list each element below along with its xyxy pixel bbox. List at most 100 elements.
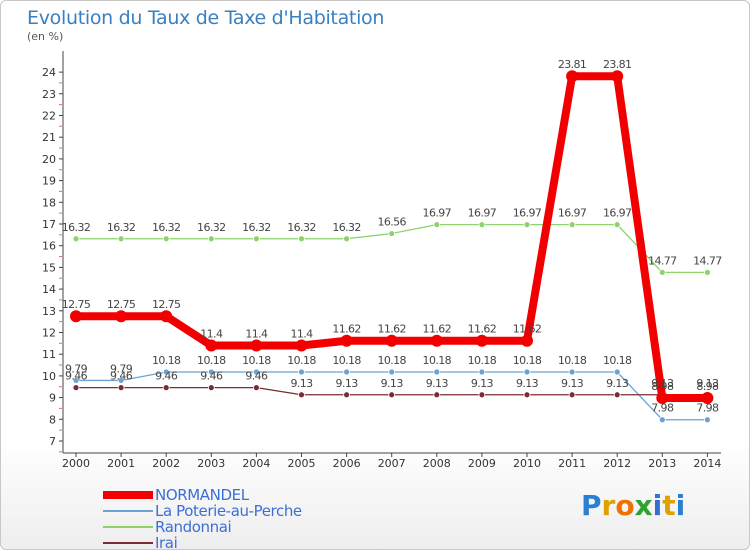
series-la-poterie-au-perche bbox=[72, 368, 711, 424]
data-point bbox=[207, 384, 215, 392]
data-label: 11.62 bbox=[377, 323, 406, 336]
data-label: 12.75 bbox=[62, 298, 91, 311]
x-tick-label: 2011 bbox=[558, 457, 586, 470]
logo-letter: o bbox=[615, 489, 635, 522]
data-label: 16.97 bbox=[603, 207, 632, 220]
data-label: 9.46 bbox=[65, 370, 88, 383]
data-point bbox=[523, 221, 531, 229]
data-point bbox=[658, 268, 666, 276]
data-point bbox=[568, 221, 576, 229]
data-label: 16.32 bbox=[107, 221, 136, 234]
data-point bbox=[656, 392, 669, 405]
series-layer bbox=[70, 70, 714, 424]
x-tick-label: 2014 bbox=[693, 457, 721, 470]
y-tick-label: 16 bbox=[42, 240, 56, 253]
data-point bbox=[478, 368, 486, 376]
legend-swatch bbox=[103, 510, 153, 512]
data-label: 9.79 bbox=[65, 362, 88, 375]
legend-swatch bbox=[103, 491, 153, 499]
logo-letter: x bbox=[634, 489, 653, 522]
logo-letter: t bbox=[662, 489, 676, 522]
data-point bbox=[70, 310, 82, 323]
data-label: 16.32 bbox=[332, 221, 361, 234]
y-tick-label: 21 bbox=[42, 131, 56, 144]
data-label: 23.81 bbox=[558, 58, 587, 71]
data-point bbox=[523, 368, 531, 376]
data-point bbox=[658, 416, 666, 424]
data-label: 9.13 bbox=[651, 377, 674, 390]
y-tick-label: 18 bbox=[42, 196, 56, 209]
data-point bbox=[207, 368, 215, 376]
data-label: 9.13 bbox=[606, 377, 629, 390]
data-label: 11.62 bbox=[468, 323, 497, 336]
legend-label: Irai bbox=[155, 534, 178, 550]
logo-letter: i bbox=[652, 489, 663, 522]
x-tick-label: 2003 bbox=[197, 457, 225, 470]
data-point bbox=[207, 235, 215, 243]
x-tick-label: 2008 bbox=[423, 457, 451, 470]
series-normandel bbox=[70, 70, 714, 405]
data-point bbox=[250, 339, 263, 352]
data-label: 8.98 bbox=[651, 380, 674, 393]
data-point bbox=[252, 384, 260, 392]
data-point bbox=[478, 221, 486, 229]
data-label: 10.18 bbox=[468, 354, 497, 367]
data-label: 9.13 bbox=[381, 377, 404, 390]
data-point bbox=[298, 391, 305, 399]
data-label: 9.13 bbox=[516, 377, 539, 390]
data-point bbox=[433, 391, 441, 399]
data-point bbox=[162, 384, 170, 392]
x-tick-label: 2009 bbox=[468, 457, 496, 470]
data-point bbox=[117, 377, 125, 384]
data-point bbox=[72, 377, 80, 384]
data-point bbox=[704, 268, 711, 276]
x-tick-label: 2002 bbox=[152, 457, 180, 470]
data-point bbox=[115, 310, 128, 323]
series-line bbox=[72, 72, 712, 403]
data-label: 9.46 bbox=[155, 370, 178, 383]
data-point bbox=[430, 334, 443, 347]
data-label: 9.79 bbox=[110, 362, 133, 375]
legend-swatch bbox=[103, 542, 153, 544]
logo-letter: P bbox=[581, 489, 602, 522]
y-tick-label: 22 bbox=[42, 110, 56, 123]
data-label: 23.81 bbox=[603, 58, 632, 71]
data-label: 11.4 bbox=[200, 328, 223, 341]
y-tick-label: 8 bbox=[49, 413, 56, 426]
legend-item-normandel: NORMANDEL bbox=[103, 486, 363, 504]
data-label: 10.18 bbox=[513, 354, 542, 367]
data-label: 7.98 bbox=[651, 402, 674, 415]
data-point bbox=[385, 334, 398, 347]
legend-label: NORMANDEL bbox=[155, 486, 249, 504]
data-point bbox=[117, 235, 125, 243]
data-point bbox=[298, 368, 305, 376]
data-point bbox=[433, 221, 441, 229]
data-labels-layer: 16.32 16.32 16.32 16.32 16.32 16.32 16.32 16.56… bbox=[62, 58, 723, 415]
data-point bbox=[568, 391, 576, 399]
data-point bbox=[205, 339, 218, 352]
data-point bbox=[72, 384, 80, 392]
data-label: 9.13 bbox=[696, 377, 719, 390]
x-tick-label: 2001 bbox=[107, 457, 135, 470]
data-point bbox=[433, 368, 441, 376]
x-tick-label: 2010 bbox=[513, 457, 541, 470]
data-label: 9.13 bbox=[426, 377, 449, 390]
x-tick-label: 2006 bbox=[333, 457, 361, 470]
data-label: 7.98 bbox=[696, 402, 719, 415]
data-label: 12.75 bbox=[152, 298, 181, 311]
legend-item-irai: Irai bbox=[103, 534, 363, 550]
data-point bbox=[523, 391, 531, 399]
data-point bbox=[388, 368, 396, 376]
data-point bbox=[160, 310, 173, 323]
data-label: 12.75 bbox=[107, 298, 136, 311]
logo-letter: r bbox=[601, 489, 616, 522]
data-label: 16.97 bbox=[513, 207, 542, 220]
data-label: 11.4 bbox=[245, 328, 268, 341]
x-tick-label: 2000 bbox=[62, 457, 90, 470]
x-tick-label: 2012 bbox=[603, 457, 631, 470]
data-point bbox=[478, 391, 486, 399]
data-point bbox=[613, 368, 621, 376]
data-point bbox=[295, 339, 308, 352]
